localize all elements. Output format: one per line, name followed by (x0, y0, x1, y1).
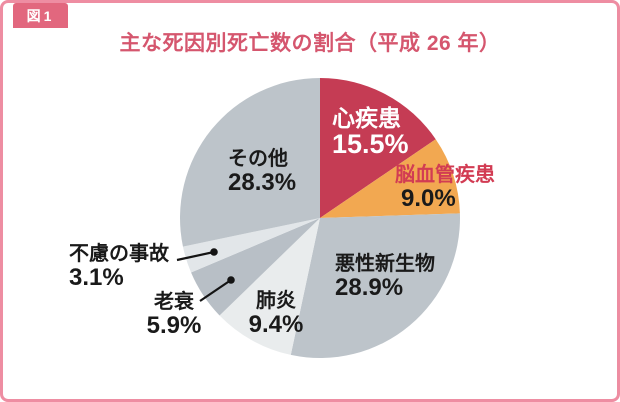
pie-slice-4 (191, 218, 320, 316)
slice-percent: 9.0% (401, 185, 456, 213)
slice-label-senility: 老衰 5.9% (144, 291, 204, 340)
senility-leader-dot (227, 276, 235, 284)
pie-svg (176, 78, 460, 359)
senility-leader-line (199, 279, 232, 302)
slice-percent: 3.1% (69, 264, 124, 292)
slice-label-cerebrovascular: 脳血管疾患 9.0% (395, 164, 495, 213)
slice-label-heart-disease: 心疾患 15.5% (332, 106, 409, 159)
slice-name: 肺炎 (256, 290, 296, 312)
slice-percent: 9.4% (248, 311, 304, 339)
pie-slices (180, 78, 460, 359)
slice-label-pneumonia: 肺炎 9.4% (247, 290, 305, 339)
pie-chart: 心疾患 15.5% 脳血管疾患 9.0% 悪性新生物 28.9% 肺炎 9.4%… (3, 3, 617, 399)
pie-slice-1 (320, 139, 460, 218)
slice-label-others: その他 28.3% (228, 148, 297, 197)
accident-leader-dot (210, 248, 218, 256)
slice-label-accidents: 不慮の事故 3.1% (69, 243, 169, 292)
pie-slice-0 (320, 78, 436, 218)
pie-slice-6 (180, 78, 320, 247)
slice-percent: 15.5% (332, 129, 409, 160)
figure-badge: 図1 (13, 3, 68, 28)
pie-slice-3 (219, 218, 320, 355)
slice-name: 心疾患 (332, 105, 401, 131)
slice-name: 不慮の事故 (69, 243, 169, 265)
slice-label-malignant-neoplasm: 悪性新生物 28.9% (335, 253, 435, 302)
slice-name: 脳血管疾患 (395, 164, 495, 186)
slice-name: 老衰 (154, 291, 194, 313)
accident-leader-line (176, 250, 215, 262)
slice-name: その他 (228, 148, 288, 170)
slice-percent: 28.3% (228, 169, 297, 197)
slice-name: 悪性新生物 (335, 253, 435, 275)
pie-slice-2 (290, 213, 460, 359)
slice-percent: 5.9% (146, 312, 202, 340)
leader-lines (176, 248, 235, 302)
slice-percent: 28.9% (335, 274, 404, 302)
pie-slice-5 (182, 218, 320, 273)
chart-title: 主な死因別死亡数の割合（平成 26 年） (119, 32, 501, 55)
